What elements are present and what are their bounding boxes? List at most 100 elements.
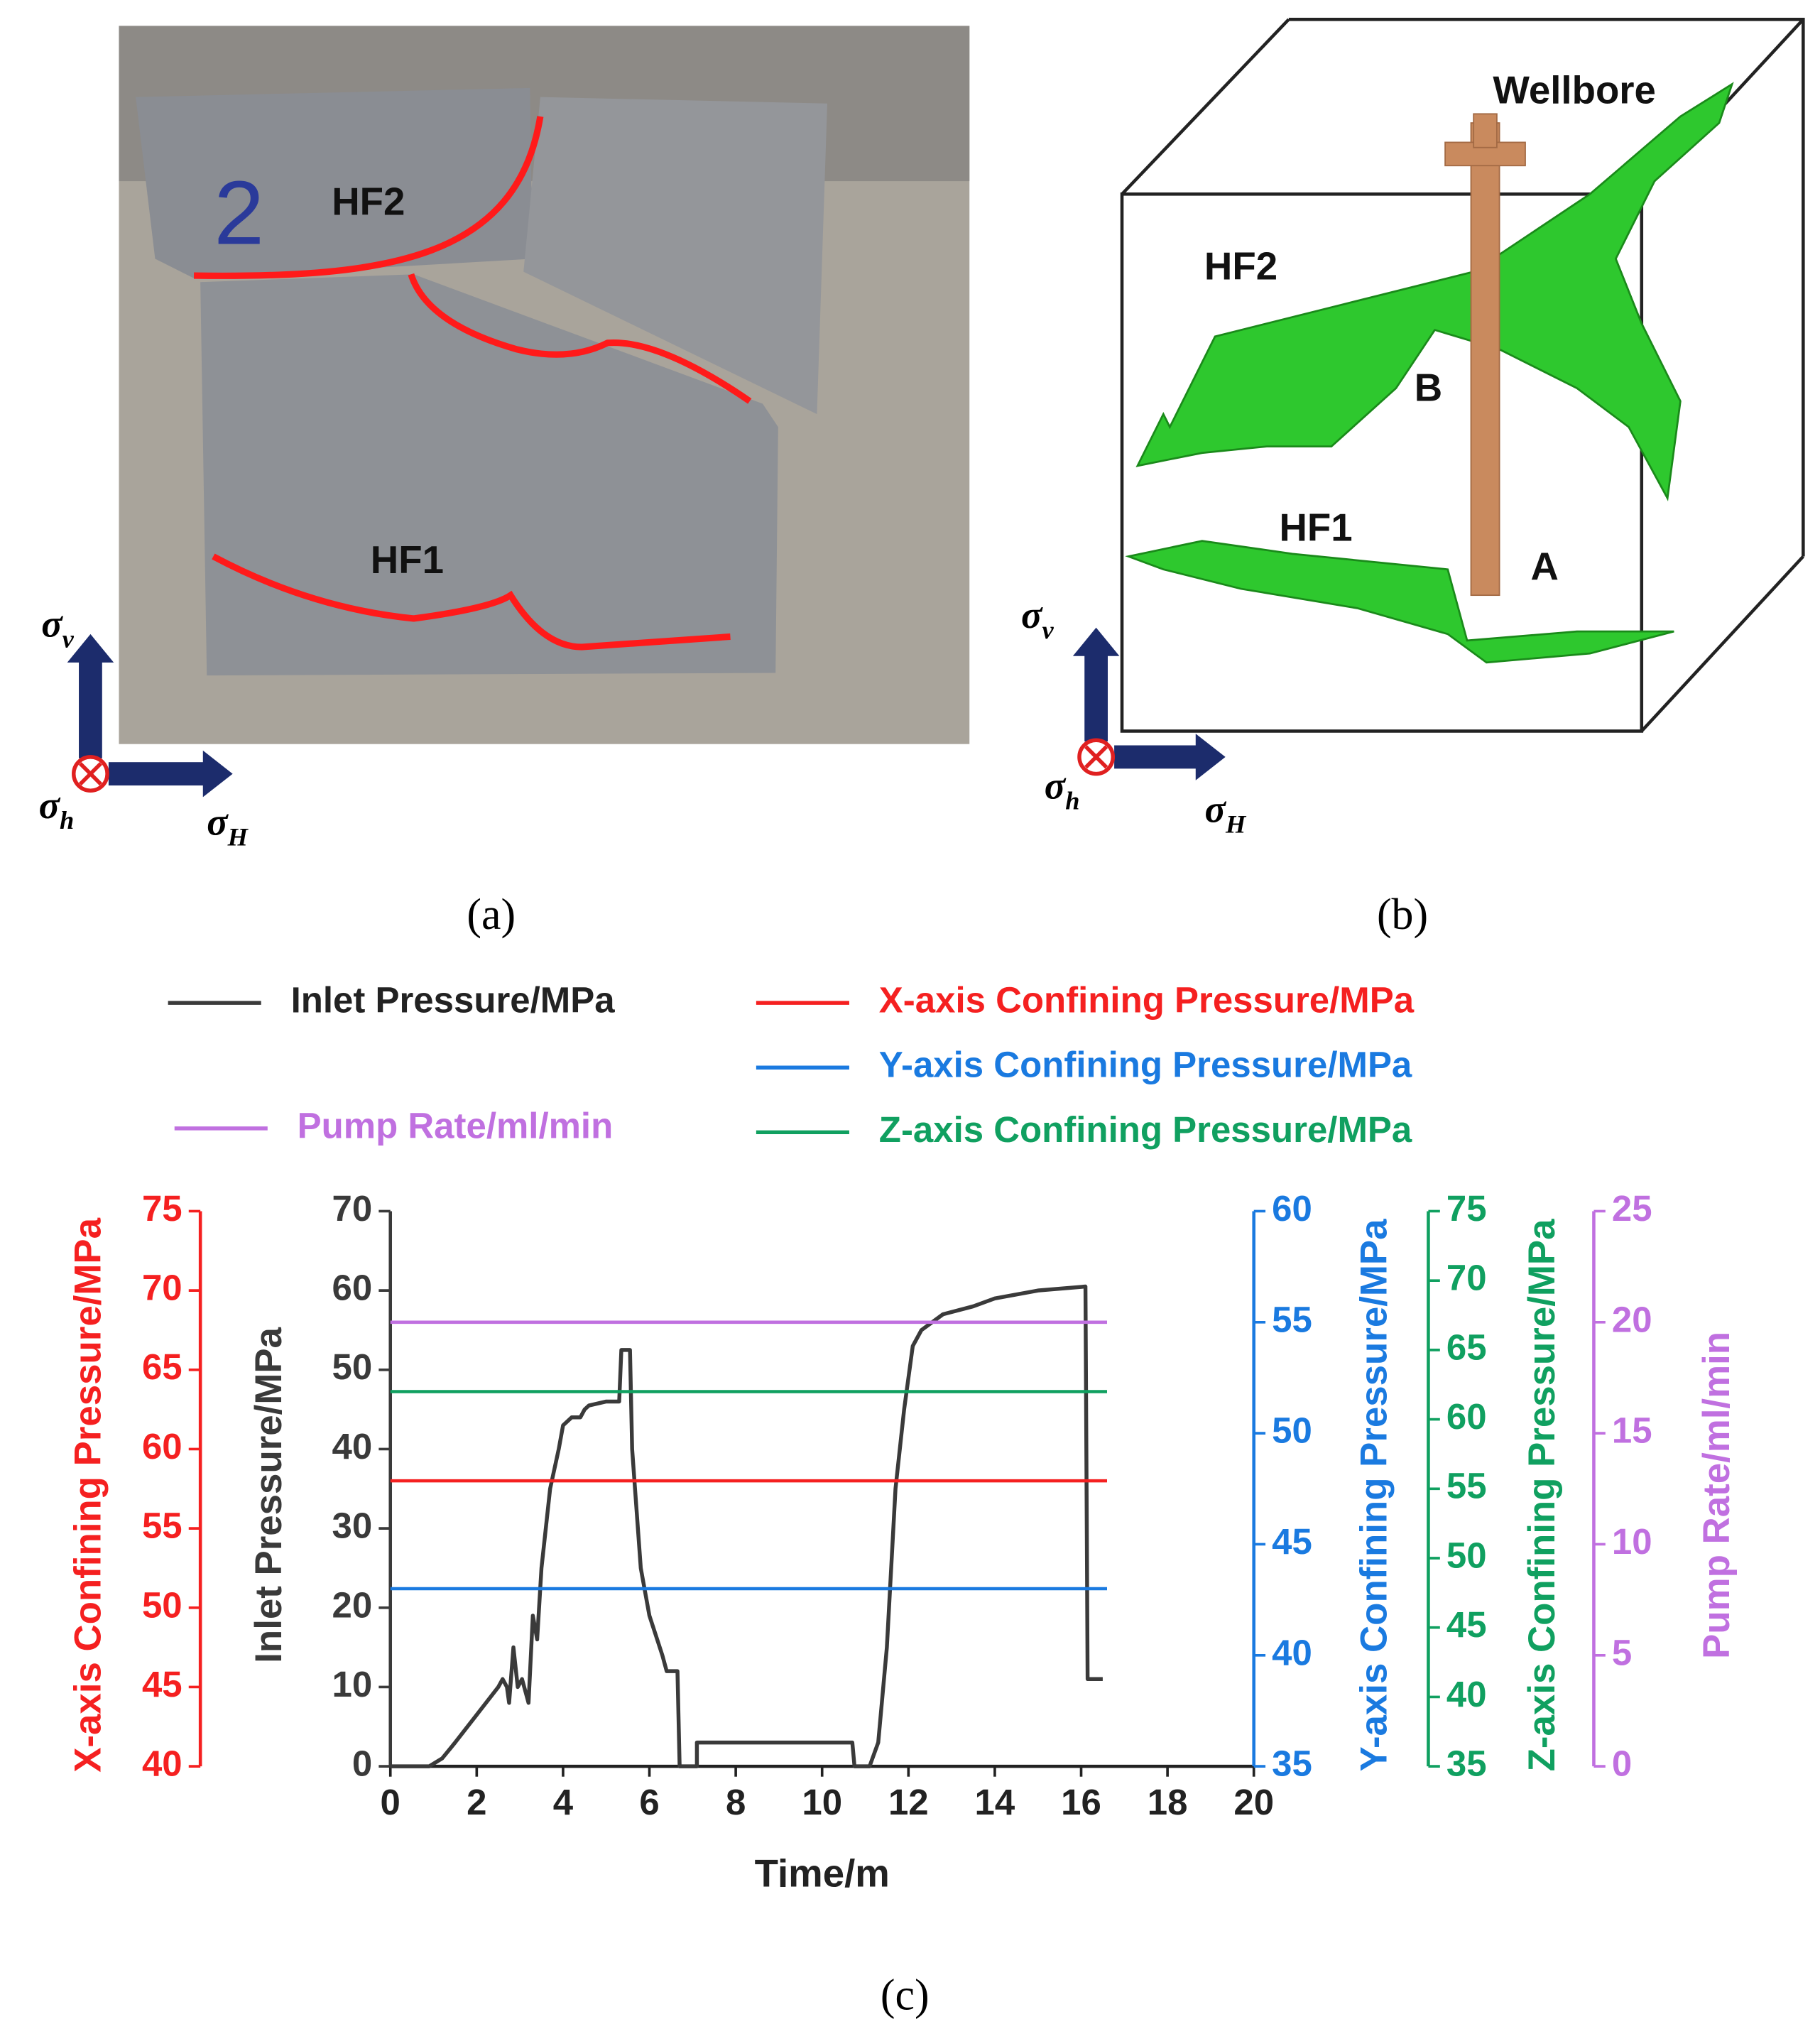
y-tick-label: 70 xyxy=(142,1268,182,1308)
y-tick-label: 40 xyxy=(1446,1674,1487,1714)
wellbore-cap xyxy=(1473,113,1498,148)
y-tick-label: 50 xyxy=(1272,1410,1312,1451)
block xyxy=(523,97,827,415)
y-tick-label: 75 xyxy=(142,1188,182,1229)
fracture-trace xyxy=(193,116,544,279)
fracture-trace xyxy=(212,553,731,651)
y-tick-label: 35 xyxy=(1272,1744,1312,1784)
y-axis-title: Inlet Pressure/MPa xyxy=(248,1327,290,1663)
y-tick-label: 55 xyxy=(1446,1466,1487,1506)
legend-label: Y-axis Confining Pressure/MPa xyxy=(879,1045,1412,1085)
symbol: σ xyxy=(1045,763,1067,807)
arrow xyxy=(79,660,102,758)
y-tick-label: 10 xyxy=(332,1664,373,1704)
y-axis-title: Z-axis Confining Pressure/MPa xyxy=(1521,1219,1563,1771)
fracture-label: HF1 xyxy=(371,538,444,582)
photo-a: 2 HF2 HF1 xyxy=(119,26,970,744)
subscript: H xyxy=(1225,810,1247,839)
y-tick-label: 70 xyxy=(1446,1258,1487,1298)
y-tick-label: 45 xyxy=(142,1664,182,1704)
arrow xyxy=(202,750,233,798)
fracture-trace xyxy=(408,273,752,404)
wellbore-label: Wellbore xyxy=(1493,69,1656,112)
symbol: σ xyxy=(41,602,63,645)
panel-caption: (c) xyxy=(881,1971,930,2019)
y-tick-label: 25 xyxy=(1612,1188,1652,1229)
y-tick-label: 75 xyxy=(1446,1188,1487,1229)
cube-edge xyxy=(1121,18,1805,733)
y-tick-label: 35 xyxy=(1446,1744,1487,1784)
symbol: σ xyxy=(207,800,229,843)
y-tick-label: 50 xyxy=(142,1584,182,1625)
arrow xyxy=(108,762,206,785)
y-tick-label: 20 xyxy=(332,1584,373,1625)
data-line xyxy=(390,1284,1103,1768)
y-tick-label: 60 xyxy=(1272,1188,1312,1229)
fracture-surface xyxy=(1125,540,1674,664)
cube-edge xyxy=(1120,192,1644,733)
stress-label: σh xyxy=(39,783,75,834)
fracture-label: HF1 xyxy=(1280,506,1353,549)
symbol: σ xyxy=(1021,592,1043,636)
x-axis-title: Time/m xyxy=(755,1851,890,1895)
stress-label: σH xyxy=(207,800,249,852)
arrow xyxy=(1114,745,1199,769)
y-tick-label: 55 xyxy=(1272,1299,1312,1339)
y-axis-title: X-axis Confining Pressure/MPa xyxy=(67,1217,109,1772)
subscript: H xyxy=(227,823,249,852)
y-tick-label: 55 xyxy=(142,1506,182,1546)
x-tick-label: 12 xyxy=(888,1782,929,1822)
fracture-surface xyxy=(1135,82,1734,501)
x-tick-label: 16 xyxy=(1061,1782,1101,1822)
x-tick-label: 2 xyxy=(467,1782,486,1822)
x-tick-label: 8 xyxy=(726,1782,746,1822)
y-tick-label: 40 xyxy=(1272,1632,1312,1672)
y-tick-label: 40 xyxy=(142,1744,182,1784)
stress-axes-b xyxy=(1072,627,1226,780)
block xyxy=(136,87,533,278)
y-tick-label: 15 xyxy=(1612,1410,1652,1451)
wellbore-pipe xyxy=(1470,122,1500,597)
arrow xyxy=(1084,653,1108,742)
panel-caption: (b) xyxy=(1377,891,1428,939)
subscript: v xyxy=(62,625,75,653)
legend-label: Pump Rate/ml/min xyxy=(298,1105,614,1146)
y-tick-label: 30 xyxy=(332,1506,373,1546)
legend-label: Inlet Pressure/MPa xyxy=(291,980,616,1021)
y-tick-label: 0 xyxy=(352,1744,372,1784)
y-tick-label: 10 xyxy=(1612,1521,1652,1562)
y-tick-label: 0 xyxy=(1612,1744,1632,1784)
sample-mark: 2 xyxy=(214,163,264,263)
x-tick-label: 20 xyxy=(1233,1782,1274,1822)
y-tick-label: 65 xyxy=(1446,1327,1487,1367)
point-label: B xyxy=(1415,366,1442,410)
symbol: σ xyxy=(39,783,61,826)
y-tick-label: 60 xyxy=(142,1426,182,1467)
panel-caption: (a) xyxy=(467,891,516,939)
stress-label: σv xyxy=(41,602,74,653)
y-axis-title: Pump Rate/ml/min xyxy=(1696,1332,1738,1659)
x-tick-label: 18 xyxy=(1148,1782,1188,1822)
y-tick-label: 50 xyxy=(332,1347,373,1387)
arrow xyxy=(1072,627,1120,656)
arrow xyxy=(67,633,114,663)
subscript: h xyxy=(1065,787,1079,815)
y-tick-label: 20 xyxy=(1612,1299,1652,1339)
stress-label: σh xyxy=(1045,763,1080,815)
y-tick-label: 45 xyxy=(1272,1521,1312,1562)
stress-label: σv xyxy=(1021,592,1054,644)
y-tick-label: 45 xyxy=(1446,1604,1487,1645)
point-label: A xyxy=(1531,545,1559,588)
x-tick-label: 0 xyxy=(381,1782,400,1822)
y-tick-label: 65 xyxy=(142,1347,182,1387)
y-tick-label: 70 xyxy=(332,1188,373,1229)
block xyxy=(200,274,778,676)
subscript: v xyxy=(1042,616,1054,644)
y-tick-label: 60 xyxy=(1446,1396,1487,1437)
model-b xyxy=(1120,18,1805,733)
fracture-label: HF2 xyxy=(1204,244,1277,288)
wellbore xyxy=(1444,113,1526,597)
arrow xyxy=(1195,734,1226,780)
fracture-label: HF2 xyxy=(332,180,405,223)
